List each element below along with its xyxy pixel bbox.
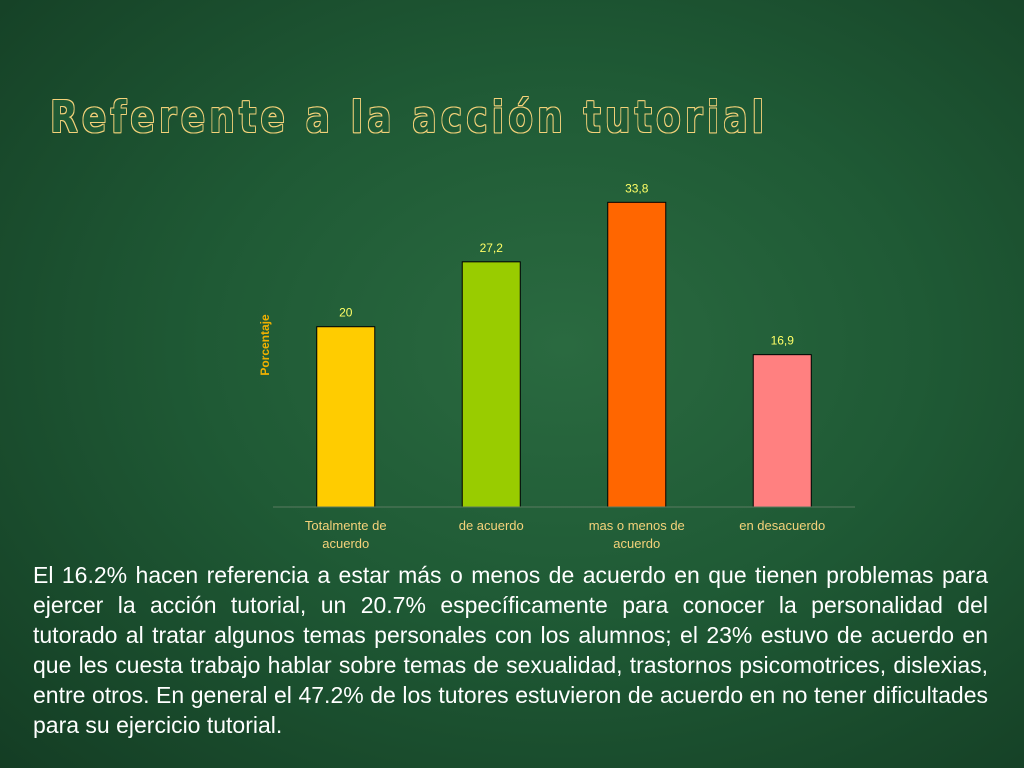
x-tick-label: de acuerdo — [459, 518, 524, 533]
x-tick-label: acuerdo — [322, 536, 369, 551]
data-label: 27,2 — [480, 241, 504, 255]
x-tick-label: en desacuerdo — [739, 518, 825, 533]
data-label: 16,9 — [771, 334, 795, 348]
bar-1 — [316, 326, 376, 508]
bar-3 — [607, 201, 667, 508]
bar-2 — [461, 261, 521, 508]
x-tick-label: Totalmente de — [305, 518, 387, 533]
x-tick-label: acuerdo — [613, 536, 660, 551]
slide-title: Referente a la acción tutorial — [50, 92, 769, 143]
x-tick-label: mas o menos de — [589, 518, 685, 533]
y-axis-label: Porcentaje — [258, 314, 272, 376]
bar-4 — [752, 354, 812, 508]
data-label: 20 — [339, 306, 353, 320]
data-label: 33,8 — [625, 181, 649, 195]
body-paragraph: El 16.2% hacen referencia a estar más o … — [33, 562, 988, 738]
